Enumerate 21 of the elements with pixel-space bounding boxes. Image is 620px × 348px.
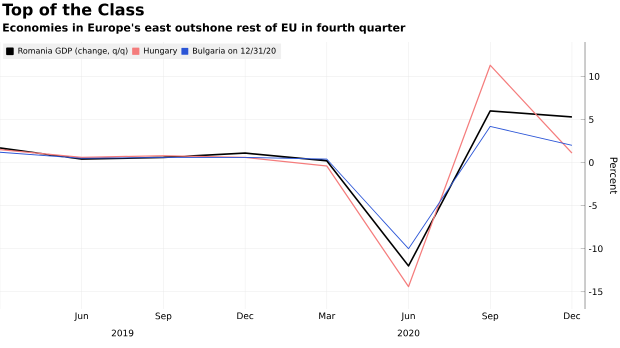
y-axis-title: Percent xyxy=(610,158,618,194)
chart-subtitle: Economies in Europe's east outshone rest of EU in fourth quarter xyxy=(3,23,406,34)
line-series xyxy=(0,110,573,267)
line-series xyxy=(0,126,572,250)
x-tick-label: Dec xyxy=(237,312,254,320)
line-series xyxy=(0,64,573,288)
text: 2019 xyxy=(112,330,134,336)
x-tick-label: Jun xyxy=(401,312,415,321)
y-tick-label: 10 xyxy=(590,73,600,80)
y-tick-label: 0 xyxy=(589,159,594,166)
x-tick-label: Sep xyxy=(482,312,498,322)
x-tick-label: Mar xyxy=(319,312,336,320)
x-tick-label: Dec xyxy=(564,312,580,320)
x-tick-label: Jun xyxy=(74,312,88,321)
text: 2020 xyxy=(398,330,420,336)
y-tick-label: -15 xyxy=(588,288,602,296)
chart-title: Top of the Class xyxy=(2,3,144,19)
x-tick-label: Sep xyxy=(156,312,172,322)
y-tick-label: -5 xyxy=(588,202,597,209)
y-tick-label: -10 xyxy=(588,245,603,252)
y-tick-label: 5 xyxy=(589,116,594,123)
